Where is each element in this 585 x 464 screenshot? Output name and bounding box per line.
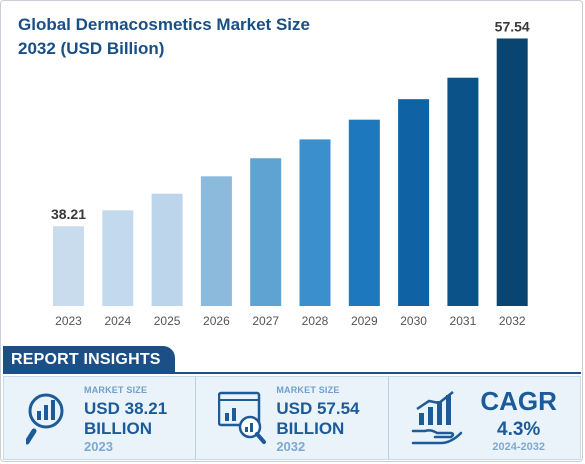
data-labels: 38.21 57.54 xyxy=(51,18,530,222)
insight-card-2032: MARKET SIZE USD 57.54 BILLION 2032 xyxy=(196,377,389,459)
bar-2032 xyxy=(496,38,528,307)
bar-2026 xyxy=(200,176,232,306)
hand-growth-chart-icon xyxy=(411,391,462,445)
insights-panel: MARKET SIZE USD 38.21 BILLION 2023 MARKE… xyxy=(3,376,581,460)
chart-title: Global Dermacosmetics Market Size 2032 (… xyxy=(18,15,310,58)
bar-2031 xyxy=(447,77,479,306)
card-value: USD 38.21 BILLION xyxy=(84,399,204,439)
x-tick-label: 2031 xyxy=(450,314,477,328)
bar-2025 xyxy=(151,193,183,306)
magnifier-chart-icon xyxy=(26,393,64,445)
x-tick-label: 2030 xyxy=(400,314,427,328)
bar-2029 xyxy=(348,119,380,307)
data-label-2032: 57.54 xyxy=(495,18,530,34)
x-tick-label: 2025 xyxy=(154,314,181,328)
x-tick-label: 2023 xyxy=(55,314,82,328)
bar-2027 xyxy=(250,158,282,306)
card-value: USD 57.54 BILLION xyxy=(276,399,396,439)
card-year: 2023 xyxy=(84,439,113,454)
data-label-2023: 38.21 xyxy=(51,206,86,222)
card-label: MARKET SIZE xyxy=(276,385,340,395)
card-label: MARKET SIZE xyxy=(84,385,148,395)
bar-2023 xyxy=(53,226,84,306)
card-value-line2: BILLION xyxy=(276,419,345,438)
dashboard-magnifier-icon xyxy=(218,391,267,444)
x-tick-label: 2024 xyxy=(104,314,131,328)
x-tick-label: 2032 xyxy=(499,314,526,328)
card-value-line1: USD 57.54 xyxy=(276,399,360,418)
card-value-line1: USD 38.21 xyxy=(84,399,168,418)
insight-card-2023: MARKET SIZE USD 38.21 BILLION 2023 xyxy=(4,377,197,459)
x-tick-label: 2029 xyxy=(351,314,378,328)
x-tick-label: 2028 xyxy=(302,314,329,328)
bar-group xyxy=(53,38,528,307)
cagr-label: CAGR xyxy=(480,386,557,416)
x-tick-label: 2027 xyxy=(252,314,279,328)
bar-2028 xyxy=(299,139,331,306)
x-axis-ticks: 2023 2024 2025 2026 2027 2028 2029 2030 2031 2032 xyxy=(55,314,526,328)
card-value-line2: BILLION xyxy=(84,419,152,438)
x-tick-label: 2026 xyxy=(203,314,230,328)
bar-2024 xyxy=(102,210,134,306)
bar-2030 xyxy=(398,99,430,306)
insight-card-cagr: CAGR 4.3% 2024-2032 xyxy=(389,377,580,459)
card-year: 2032 xyxy=(276,439,306,454)
bar-chart: 2023 2024 2025 2026 2027 2028 2029 2030 2031 2032… xyxy=(51,18,530,328)
insights-divider xyxy=(3,372,581,374)
report-insights-header: REPORT INSIGHTS xyxy=(3,346,175,373)
cagr-value: 4.3% xyxy=(497,419,541,440)
cagr-period: 2024-2032 xyxy=(492,441,545,453)
